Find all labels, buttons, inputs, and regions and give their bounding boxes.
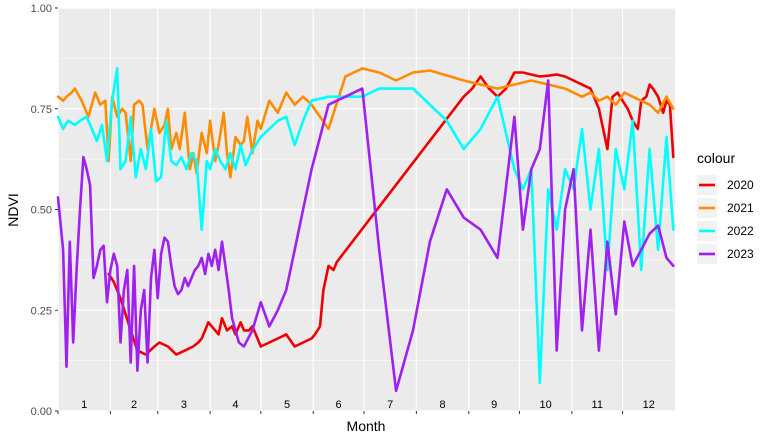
y-axis: 0.00 0.25 0.50 0.75 1.00 (31, 3, 58, 418)
legend-label-2023: 2023 (727, 247, 754, 261)
legend-label-2022: 2022 (727, 224, 754, 238)
series-line-2022 (56, 67, 675, 385)
x-month-label: 10 (540, 399, 552, 411)
x-month-label: 9 (491, 399, 497, 411)
series-group (56, 67, 675, 393)
legend: colour 2020 2021 2022 2023 (697, 150, 754, 264)
x-month-label: 12 (643, 399, 655, 411)
x-month-label: 7 (387, 399, 393, 411)
x-month-label: 4 (232, 399, 238, 411)
x-axis: 1 2 3 4 5 6 7 8 9 10 11 12 (57, 399, 655, 414)
y-tick-label: 0.25 (31, 305, 52, 317)
x-month-label: 1 (81, 399, 87, 411)
x-month-label: 8 (440, 399, 446, 411)
y-tick-label: 0.00 (31, 406, 52, 418)
x-month-label: 5 (284, 399, 290, 411)
y-tick-label: 1.00 (31, 3, 52, 15)
legend-label-2021: 2021 (727, 201, 754, 215)
legend-title: colour (697, 150, 735, 166)
legend-label-2020: 2020 (727, 178, 754, 192)
x-month-label: 3 (181, 399, 187, 411)
x-month-label: 11 (592, 399, 603, 411)
y-tick-label: 0.75 (31, 104, 52, 116)
y-axis-title: NDVI (5, 193, 21, 226)
x-month-label: 6 (336, 399, 342, 411)
y-tick-label: 0.50 (31, 205, 52, 217)
x-axis-title: Month (347, 418, 386, 434)
x-month-label: 2 (131, 399, 137, 411)
series-line-2023 (56, 79, 675, 393)
